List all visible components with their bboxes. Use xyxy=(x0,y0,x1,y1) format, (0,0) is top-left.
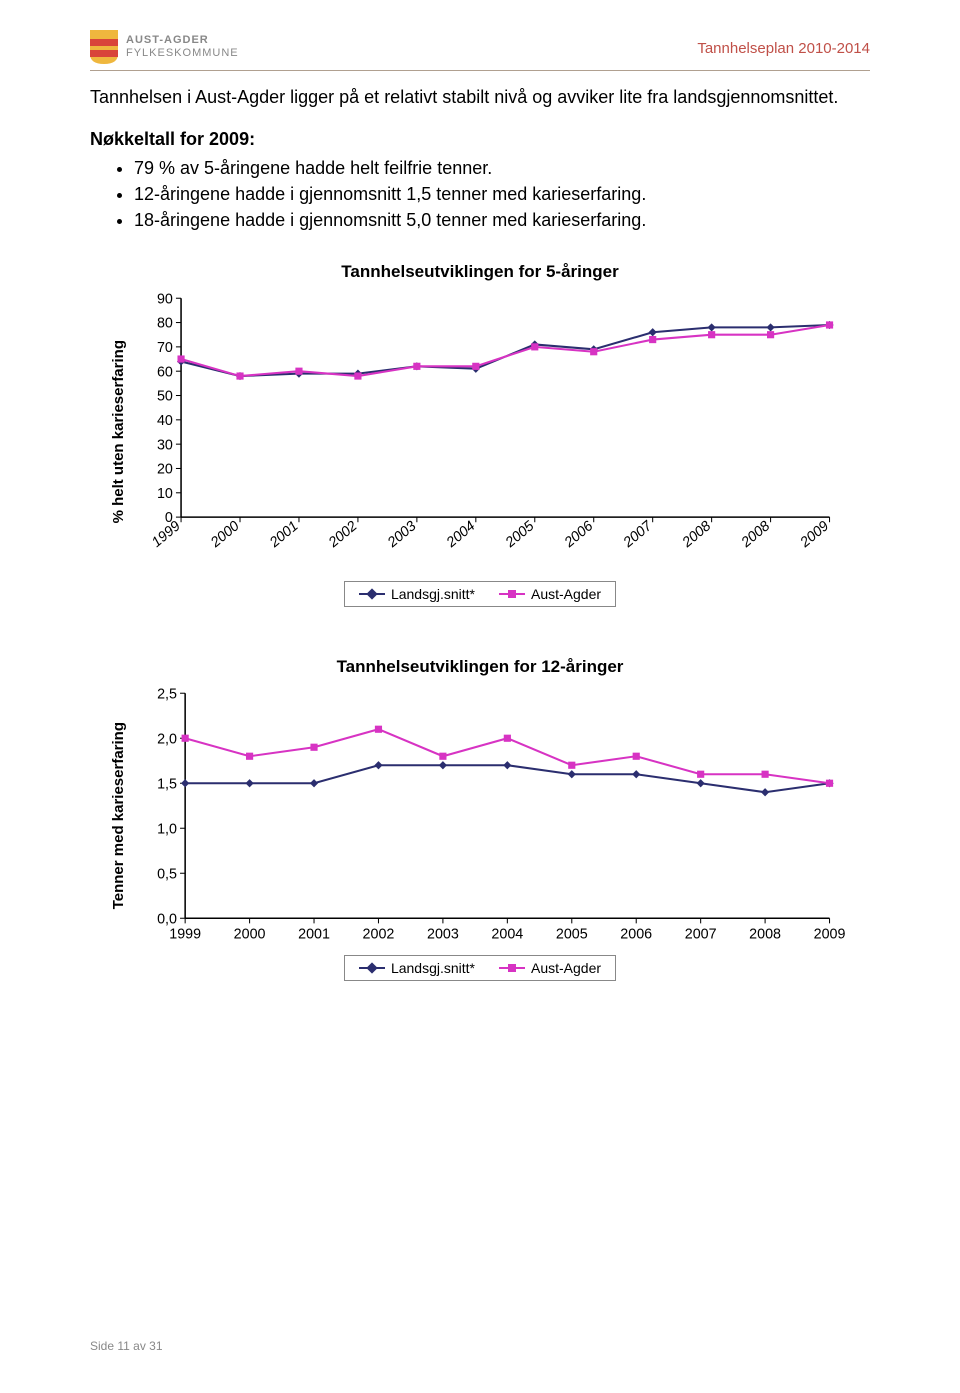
chart-5yr: Tannhelseutviklingen for 5-åringer % hel… xyxy=(110,262,850,606)
svg-text:2008: 2008 xyxy=(679,519,714,552)
legend-item: Aust-Agder xyxy=(499,960,601,976)
svg-text:2,5: 2,5 xyxy=(157,686,177,702)
svg-text:0,5: 0,5 xyxy=(157,866,177,882)
chart-svg: 0,0 0,5 1,0 1,5 2,0 2,5 1999 2000 2001 2002 2003 20… xyxy=(134,683,850,949)
chart-legend: Landsgj.snitt* Aust-Agder xyxy=(344,955,616,981)
list-item: 79 % av 5-åringene hadde helt feilfrie t… xyxy=(134,156,870,180)
svg-text:1,0: 1,0 xyxy=(157,821,177,837)
key-figures-heading: Nøkkeltall for 2009: xyxy=(90,127,870,151)
svg-text:2004: 2004 xyxy=(491,927,523,943)
header-rule xyxy=(90,70,870,71)
chart-svg: 0102030405060708090199920002001200220032… xyxy=(134,288,850,574)
svg-text:10: 10 xyxy=(157,486,173,502)
svg-text:70: 70 xyxy=(157,340,173,356)
list-item: 12-åringene hadde i gjennomsnitt 1,5 ten… xyxy=(134,182,870,206)
chart-12yr: Tannhelseutviklingen for 12-åringer Tenn… xyxy=(110,657,850,981)
svg-text:2002: 2002 xyxy=(363,927,395,943)
svg-text:40: 40 xyxy=(157,413,173,429)
org-name: AUST-AGDER FYLKESKOMMUNE xyxy=(126,34,239,60)
legend-item: Landsgj.snitt* xyxy=(359,960,475,976)
list-item: 18-åringene hadde i gjennomsnitt 5,0 ten… xyxy=(134,208,870,232)
svg-text:30: 30 xyxy=(157,438,173,454)
intro-paragraph: Tannhelsen i Aust-Agder ligger på et rel… xyxy=(90,85,870,109)
org-line2: FYLKESKOMMUNE xyxy=(126,47,239,60)
svg-text:2001: 2001 xyxy=(266,519,301,552)
key-figures-list: 79 % av 5-åringene hadde helt feilfrie t… xyxy=(90,156,870,233)
legend-label: Landsgj.snitt* xyxy=(391,960,475,976)
svg-text:2003: 2003 xyxy=(384,519,419,552)
legend-label: Aust-Agder xyxy=(531,586,601,602)
legend-item: Landsgj.snitt* xyxy=(359,586,475,602)
chart-ylabel: % helt uten karieserfaring xyxy=(110,340,134,523)
svg-text:2000: 2000 xyxy=(234,927,266,943)
plan-title: Tannhelseplan 2010-2014 xyxy=(697,40,870,57)
svg-text:90: 90 xyxy=(157,292,173,308)
svg-text:80: 80 xyxy=(157,316,173,332)
chart-ylabel: Tenner med karieserfaring xyxy=(110,722,134,909)
svg-text:2003: 2003 xyxy=(427,927,459,943)
svg-text:2008: 2008 xyxy=(749,927,781,943)
svg-text:1999: 1999 xyxy=(169,927,201,943)
svg-text:2,0: 2,0 xyxy=(157,731,177,747)
svg-text:20: 20 xyxy=(157,462,173,478)
svg-text:2002: 2002 xyxy=(325,519,360,552)
svg-text:2007: 2007 xyxy=(685,927,717,943)
svg-text:2004: 2004 xyxy=(443,519,478,552)
shield-icon xyxy=(90,30,118,64)
svg-text:1999: 1999 xyxy=(149,519,184,552)
chart-title: Tannhelseutviklingen for 12-åringer xyxy=(110,657,850,677)
svg-text:2007: 2007 xyxy=(620,518,656,552)
org-line1: AUST-AGDER xyxy=(126,34,239,47)
page-footer: Side 11 av 31 xyxy=(90,1339,163,1353)
logo: AUST-AGDER FYLKESKOMMUNE xyxy=(90,30,239,64)
svg-text:50: 50 xyxy=(157,389,173,405)
svg-text:2005: 2005 xyxy=(556,927,588,943)
legend-label: Landsgj.snitt* xyxy=(391,586,475,602)
legend-label: Aust-Agder xyxy=(531,960,601,976)
svg-text:2005: 2005 xyxy=(502,519,537,552)
page-header: AUST-AGDER FYLKESKOMMUNE Tannhelseplan 2… xyxy=(90,30,870,64)
svg-text:2006: 2006 xyxy=(620,927,652,943)
svg-text:2008: 2008 xyxy=(738,519,773,552)
svg-text:2009: 2009 xyxy=(797,519,832,552)
svg-text:0,0: 0,0 xyxy=(157,911,177,927)
chart-title: Tannhelseutviklingen for 5-åringer xyxy=(110,262,850,282)
legend-item: Aust-Agder xyxy=(499,586,601,602)
svg-text:60: 60 xyxy=(157,365,173,381)
svg-text:1,5: 1,5 xyxy=(157,776,177,792)
svg-text:2000: 2000 xyxy=(207,519,242,552)
svg-text:2009: 2009 xyxy=(814,927,846,943)
chart-legend: Landsgj.snitt* Aust-Agder xyxy=(344,581,616,607)
svg-text:2001: 2001 xyxy=(298,927,330,943)
svg-text:2006: 2006 xyxy=(561,519,596,552)
